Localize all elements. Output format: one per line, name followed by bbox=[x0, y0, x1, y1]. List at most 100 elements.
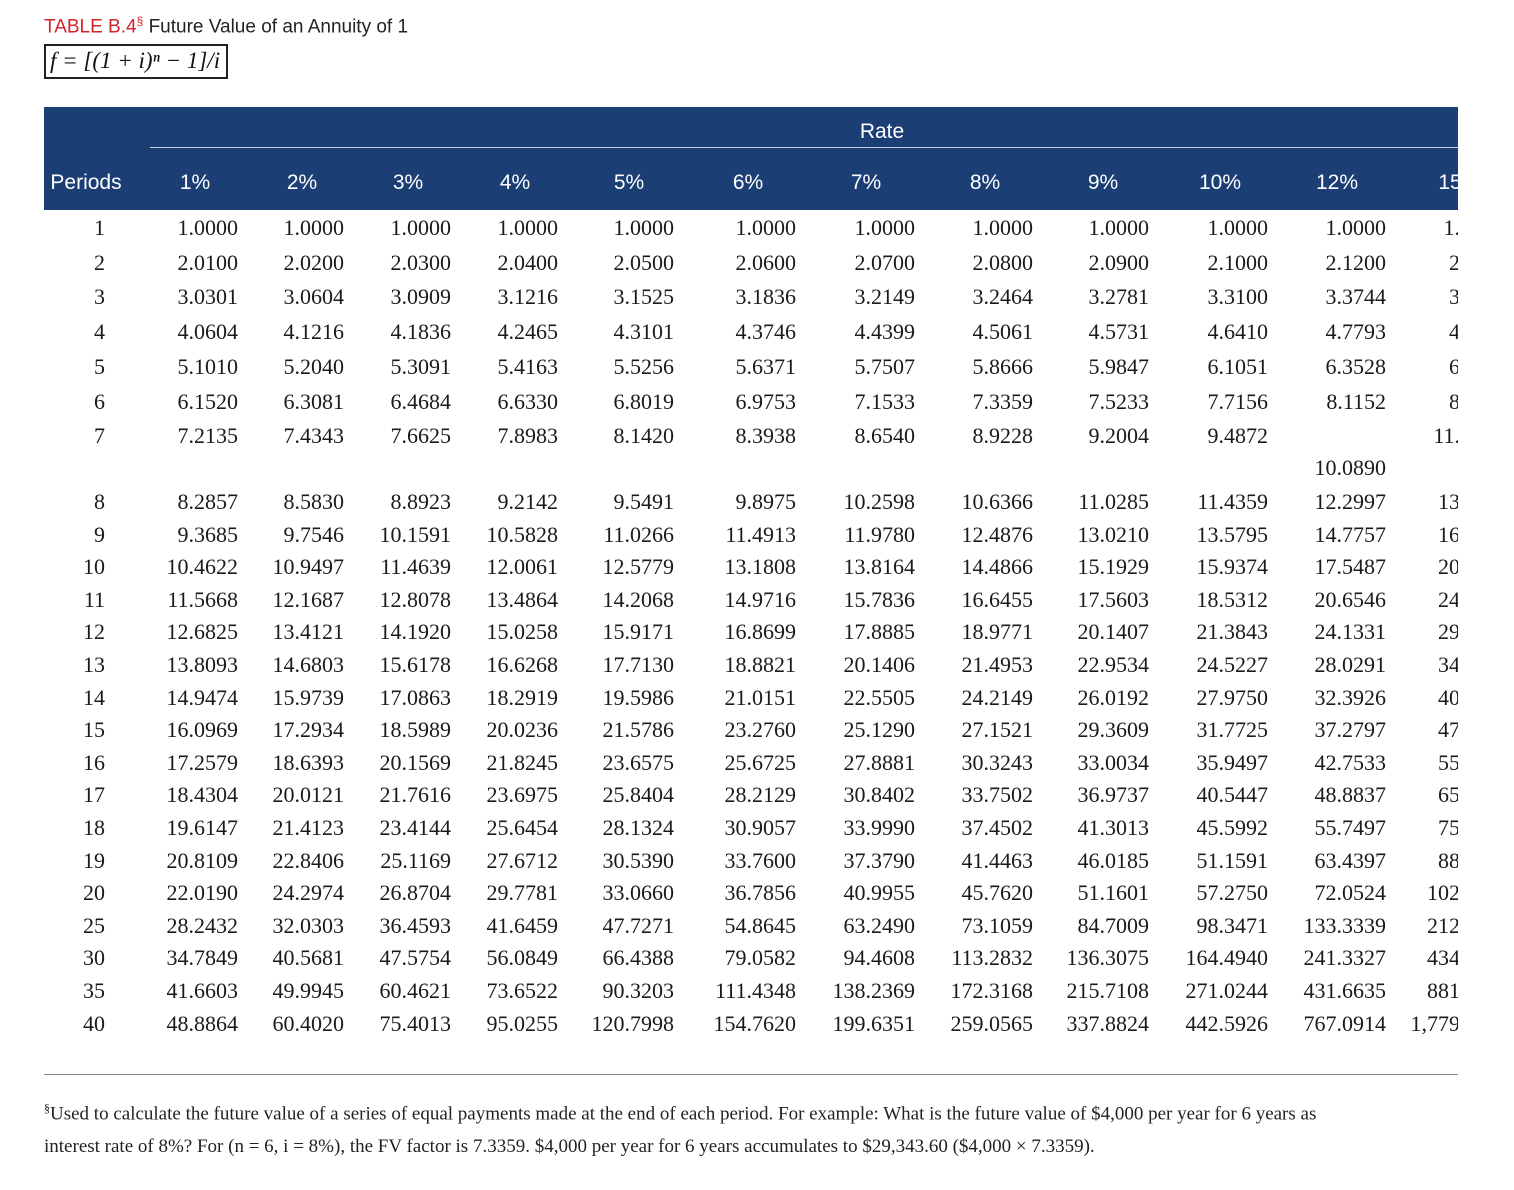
value-cell: 45.7620 bbox=[961, 880, 1034, 906]
value-cell: 46.0185 bbox=[1077, 847, 1150, 873]
value-cell: 7.5233 bbox=[1088, 388, 1150, 414]
value-cell: 6.9753 bbox=[735, 388, 797, 414]
value-cell: 21.7616 bbox=[379, 782, 452, 808]
table-label: TABLE B.4 bbox=[44, 16, 137, 38]
value-cell: 15.1929 bbox=[1077, 554, 1150, 580]
value-cell: 13.8164 bbox=[843, 554, 916, 580]
value-cell: 442.5926 bbox=[1185, 1010, 1269, 1036]
value-cell: 16 bbox=[1438, 521, 1458, 547]
period-cell: 25 bbox=[83, 912, 105, 938]
value-cell: 3 bbox=[1449, 284, 1458, 310]
value-cell: 29 bbox=[1438, 619, 1458, 645]
value-cell: 5.1010 bbox=[177, 353, 239, 379]
value-cell: 34 bbox=[1438, 652, 1458, 677]
column-header: 8% bbox=[969, 171, 1001, 194]
section-marker: § bbox=[136, 14, 144, 28]
value-cell: 3.0909 bbox=[390, 284, 452, 310]
period-cell: 6 bbox=[94, 388, 105, 414]
column-header: Periods bbox=[50, 171, 122, 194]
value-cell: 10.5828 bbox=[486, 521, 559, 547]
table-title: Future Value of an Annuity of 1 bbox=[148, 16, 409, 38]
value-cell: 13.1808 bbox=[724, 554, 797, 580]
value-cell: 5.9847 bbox=[1088, 353, 1150, 379]
value-cell: 3.2149 bbox=[854, 284, 916, 310]
value-cell: 8.8923 bbox=[390, 489, 452, 514]
value-cell: 30.3243 bbox=[961, 749, 1034, 775]
value-cell: 23.6975 bbox=[486, 782, 559, 808]
value-cell: 20.6546 bbox=[1314, 586, 1387, 612]
value-cell: 21.4953 bbox=[961, 652, 1034, 677]
value-cell: 21.5786 bbox=[602, 717, 675, 743]
value-cell: 4.6410 bbox=[1207, 319, 1269, 345]
value-cell: 11.0266 bbox=[603, 521, 674, 547]
value-cell: 17.7130 bbox=[602, 652, 675, 677]
value-cell: 60.4621 bbox=[379, 978, 452, 1003]
value-cell: 1.0000 bbox=[613, 215, 675, 240]
value-cell: 24.1331 bbox=[1314, 619, 1387, 645]
value-cell: 767.0914 bbox=[1303, 1010, 1387, 1036]
period-cell: 17 bbox=[83, 782, 105, 808]
value-cell: 18.5312 bbox=[1196, 586, 1269, 612]
value-cell: 4.0604 bbox=[177, 319, 239, 345]
value-cell: 120.7998 bbox=[591, 1010, 675, 1036]
value-cell: 1.0000 bbox=[972, 215, 1034, 240]
value-cell: 19.5986 bbox=[602, 684, 675, 710]
value-cell: 37.2797 bbox=[1314, 717, 1387, 743]
value-cell: 7.1533 bbox=[854, 388, 916, 414]
period-cell: 19 bbox=[83, 847, 105, 873]
value-cell: 41.6459 bbox=[486, 912, 559, 938]
value-cell: 8.1152 bbox=[1326, 388, 1386, 414]
value-cell: 138.2369 bbox=[832, 978, 916, 1003]
value-cell: 8.9228 bbox=[972, 423, 1034, 449]
value-cell: 18.5989 bbox=[379, 717, 452, 743]
value-cell: 16.6455 bbox=[961, 586, 1034, 612]
value-cell: 29.3609 bbox=[1077, 717, 1150, 743]
value-cell: 14.2068 bbox=[602, 586, 675, 612]
period-cell: 7 bbox=[94, 423, 105, 449]
value-cell: 431.6635 bbox=[1303, 978, 1387, 1003]
value-cell: 12.5779 bbox=[602, 554, 675, 580]
value-cell: 45.5992 bbox=[1196, 815, 1269, 840]
value-cell: 51.1601 bbox=[1077, 880, 1150, 906]
value-cell: 6.3081 bbox=[283, 388, 345, 414]
value-cell: 7.6625 bbox=[390, 423, 452, 449]
value-cell: 17.2579 bbox=[166, 749, 239, 775]
value-cell: 35.9497 bbox=[1196, 749, 1269, 775]
period-cell: 16 bbox=[83, 749, 105, 775]
value-cell: 21.3843 bbox=[1196, 619, 1269, 645]
value-cell: 1.0000 bbox=[390, 215, 452, 240]
value-cell: 32.0303 bbox=[272, 912, 345, 938]
value-cell: 10.6366 bbox=[961, 489, 1034, 514]
value-cell: 15.9374 bbox=[1196, 554, 1269, 580]
value-cell: 4.2465 bbox=[497, 319, 559, 345]
value-cell: 2.0200 bbox=[283, 249, 345, 275]
value-cell: 11.4639 bbox=[380, 554, 451, 580]
value-cell: 1.0000 bbox=[283, 215, 345, 240]
value-cell: 73.1059 bbox=[961, 912, 1034, 938]
value-cell: 133.3339 bbox=[1303, 912, 1387, 938]
value-cell: 9.2142 bbox=[497, 489, 559, 514]
value-cell: 98.3471 bbox=[1196, 912, 1269, 938]
value-cell: 337.8824 bbox=[1066, 1010, 1150, 1036]
value-cell: 13.4121 bbox=[272, 619, 345, 645]
value-cell: 7.3359 bbox=[972, 388, 1034, 414]
value-cell: 6.8019 bbox=[613, 388, 675, 414]
value-cell: 13.8093 bbox=[166, 652, 239, 677]
value-cell: 75 bbox=[1438, 815, 1458, 840]
value-cell: 33.0034 bbox=[1077, 749, 1150, 775]
value-cell: 3.2464 bbox=[972, 284, 1034, 310]
value-cell: 259.0565 bbox=[950, 1010, 1034, 1036]
value-cell: 2.0900 bbox=[1088, 249, 1150, 275]
value-cell: 434 bbox=[1427, 945, 1458, 971]
value-cell: 18.8821 bbox=[724, 652, 797, 677]
value-cell: 7.2135 bbox=[177, 423, 239, 449]
value-cell: 1.0000 bbox=[1207, 215, 1269, 240]
period-cell: 4 bbox=[94, 319, 105, 345]
value-cell: 36.9737 bbox=[1077, 782, 1150, 808]
value-cell: 21.4123 bbox=[272, 815, 345, 840]
value-cell: 20 bbox=[1438, 554, 1458, 580]
value-cell: 2.0300 bbox=[390, 249, 452, 275]
value-cell: 2.1000 bbox=[1207, 249, 1269, 275]
footnote-text: Used to calculate the future value of a … bbox=[50, 1103, 1317, 1125]
value-cell: 12.1687 bbox=[272, 586, 345, 612]
